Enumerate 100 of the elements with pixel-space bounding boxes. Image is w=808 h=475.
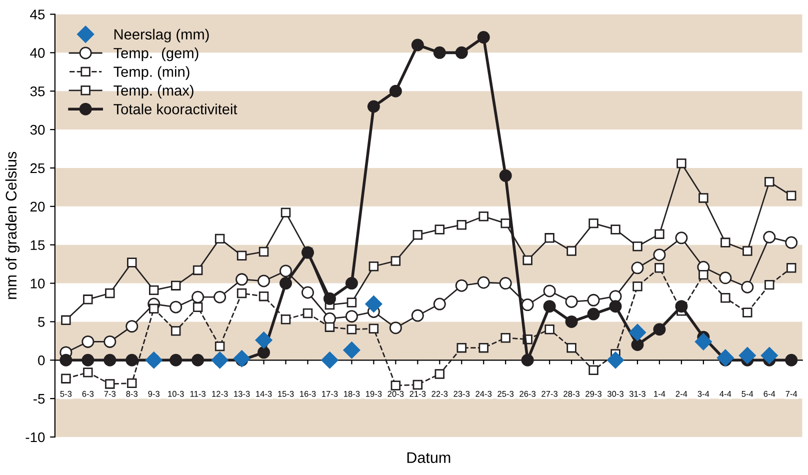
point: [258, 246, 269, 257]
y-tick-label: 30: [30, 124, 45, 135]
point: [301, 286, 314, 299]
y-tick-label: 20: [30, 202, 45, 212]
point: [610, 224, 620, 234]
legend-label: Temp. (gem): [114, 48, 198, 62]
x-tick-label: 26-3: [520, 390, 536, 397]
point: [320, 351, 339, 369]
point: [719, 272, 732, 284]
point: [434, 224, 444, 234]
point: [500, 218, 510, 228]
point: [145, 351, 163, 369]
point: [720, 293, 730, 303]
point: [127, 378, 137, 388]
x-tick-label: 30-3: [607, 390, 624, 397]
point: [368, 262, 379, 272]
point: [280, 314, 291, 324]
point: [170, 300, 182, 314]
x-tick-label: 6-4: [764, 390, 776, 397]
point: [411, 309, 424, 322]
point: [543, 284, 556, 298]
point: [390, 380, 401, 390]
point: [565, 315, 578, 328]
y-tick-label: 25: [30, 163, 45, 174]
x-tick-label: 16-3: [300, 390, 316, 397]
point: [587, 308, 600, 320]
point: [588, 365, 598, 375]
point: [345, 277, 358, 290]
point: [543, 300, 556, 313]
x-tick-label: 14-3: [256, 390, 272, 397]
x-tick-label: 24-3: [476, 390, 492, 397]
point: [82, 335, 94, 348]
point: [632, 242, 642, 252]
point: [764, 280, 774, 290]
point: [280, 264, 292, 278]
point: [61, 374, 71, 384]
x-tick-label: 9-3: [148, 390, 160, 397]
x-tick-label: 15-3: [278, 390, 294, 397]
x-tick-label: 17-3: [322, 390, 338, 397]
x-tick-label: 2-4: [676, 390, 688, 397]
x-tick-label: 5-3: [60, 390, 72, 397]
point: [83, 294, 93, 304]
point: [367, 100, 380, 113]
point: [606, 351, 624, 369]
point: [544, 233, 554, 243]
point: [211, 351, 229, 369]
point: [477, 276, 490, 289]
x-tick-label: 3-4: [698, 390, 710, 397]
point: [499, 277, 512, 290]
y-tick-label: 45: [30, 10, 45, 20]
point: [258, 274, 270, 288]
y-axis-title: mm of graden Celsius: [5, 152, 20, 299]
point: [716, 349, 734, 367]
point: [698, 193, 708, 203]
point: [105, 288, 115, 298]
point: [280, 208, 291, 218]
point: [609, 300, 622, 313]
point: [698, 270, 708, 280]
point: [609, 290, 622, 303]
point: [389, 322, 402, 334]
point: [61, 315, 71, 326]
x-tick-label: 29-3: [586, 390, 602, 397]
x-tick-label: 28-3: [564, 390, 580, 397]
legend-label: Temp. (max): [114, 84, 194, 99]
point: [104, 335, 116, 348]
point: [170, 280, 181, 290]
point: [738, 346, 756, 364]
x-tick-label: 13-3: [234, 390, 250, 397]
point: [346, 324, 357, 334]
point: [675, 232, 688, 244]
x-tick-label: 23-3: [454, 390, 470, 397]
y-tick-label: 5: [38, 317, 45, 327]
x-tick-label: 31-3: [629, 390, 646, 397]
x-tick-label: 19-3: [366, 390, 382, 397]
x-tick-label: 12-3: [212, 390, 228, 397]
x-tick-label: 1-4: [654, 391, 666, 397]
point: [390, 256, 401, 266]
point: [192, 354, 204, 366]
point: [214, 234, 225, 244]
point: [342, 341, 360, 359]
point: [741, 280, 754, 294]
x-tick-label: 21-3: [410, 390, 426, 397]
point: [433, 298, 446, 310]
point: [631, 262, 644, 274]
point: [786, 263, 796, 273]
point: [127, 258, 137, 268]
point: [478, 342, 488, 353]
point: [521, 298, 534, 312]
x-tick-label: 7-4: [786, 391, 798, 397]
point: [323, 292, 336, 305]
point: [653, 323, 666, 336]
point: [258, 291, 269, 302]
point: [477, 31, 490, 44]
x-tick-label: 27-3: [542, 390, 558, 397]
point: [236, 250, 247, 260]
point: [126, 320, 138, 333]
x-tick-label: 22-3: [432, 390, 448, 397]
point: [522, 255, 532, 266]
x-axis-title: Datum: [407, 452, 450, 464]
point: [192, 265, 203, 276]
